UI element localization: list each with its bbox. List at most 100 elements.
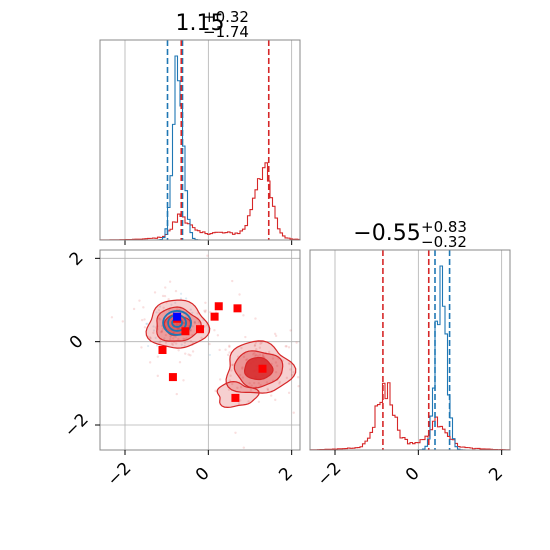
joint-scatter-point bbox=[278, 380, 282, 384]
joint-scatter-point bbox=[287, 361, 291, 365]
joint-scatter-point bbox=[249, 388, 253, 392]
joint-scatter-point bbox=[297, 384, 300, 388]
joint-scatter-point bbox=[158, 305, 162, 308]
joint-scatter-point bbox=[254, 354, 257, 357]
joint-scatter-point bbox=[230, 369, 233, 372]
joint-red-marker-7 bbox=[233, 304, 242, 313]
joint-scatter-point bbox=[241, 366, 244, 369]
joint-scatter-point bbox=[253, 344, 257, 348]
joint-xtick-label-1: 0 bbox=[192, 464, 214, 486]
joint-scatter-point bbox=[189, 328, 192, 332]
joint-scatter-point bbox=[163, 294, 167, 298]
joint-scatter-point bbox=[208, 353, 211, 357]
joint-scatter-point bbox=[254, 317, 257, 320]
joint-scatter-point bbox=[157, 317, 160, 320]
joint-scatter-point bbox=[296, 376, 300, 379]
joint-scatter-point bbox=[292, 370, 295, 374]
joint-scatter-point bbox=[169, 334, 172, 338]
joint-scatter-point bbox=[259, 342, 262, 345]
joint-scatter-point bbox=[169, 337, 172, 341]
joint-scatter-point bbox=[228, 345, 231, 349]
marg1-frame bbox=[99, 39, 301, 241]
joint-red-marker-0 bbox=[158, 346, 167, 354]
joint-scatter-point bbox=[204, 301, 207, 305]
joint-scatter-point bbox=[182, 379, 185, 382]
joint-scatter-point bbox=[248, 382, 251, 385]
joint-scatter-point bbox=[187, 353, 190, 356]
joint-scatter-point bbox=[153, 291, 157, 294]
marg2-xtick-label-1: 0 bbox=[402, 464, 424, 486]
joint-scatter-point bbox=[200, 336, 203, 340]
joint-scatter-point bbox=[214, 389, 217, 393]
joint-scatter-point bbox=[231, 382, 234, 386]
joint-red-marker-1 bbox=[168, 373, 177, 382]
param2-title-lower: −0.32 bbox=[421, 233, 467, 251]
joint-scatter-point bbox=[121, 320, 125, 323]
joint-scatter-point bbox=[174, 335, 177, 338]
marg2-xtick-label-0: −2 bbox=[314, 459, 346, 491]
joint-scatter-point bbox=[274, 361, 278, 364]
joint-scatter-point bbox=[288, 362, 291, 366]
joint-scatter-point bbox=[242, 314, 245, 317]
joint-scatter-point bbox=[177, 349, 180, 352]
joint-scatter-point bbox=[254, 341, 258, 344]
joint-scatter-point bbox=[229, 374, 232, 377]
joint-scatter-point bbox=[160, 330, 164, 333]
joint-scatter-point bbox=[168, 280, 172, 283]
joint-scatter-point bbox=[216, 334, 220, 337]
joint-scatter-point bbox=[152, 331, 155, 335]
joint-scatter-point bbox=[244, 335, 247, 339]
joint-scatter-point bbox=[218, 348, 221, 352]
joint-scatter-point bbox=[171, 343, 175, 346]
joint-scatter-point bbox=[261, 353, 265, 356]
joint-scatter-point bbox=[240, 346, 243, 350]
joint-scatter-point bbox=[167, 309, 171, 312]
joint-scatter-point bbox=[247, 400, 250, 403]
joint-scatter-point bbox=[174, 289, 178, 293]
joint-scatter-point bbox=[154, 336, 157, 339]
joint-scatter-point bbox=[159, 340, 162, 343]
joint-scatter-point bbox=[290, 373, 294, 377]
joint-scatter-point bbox=[236, 386, 239, 390]
joint-scatter-point bbox=[156, 374, 159, 378]
joint-scatter-point bbox=[239, 385, 243, 389]
joint-scatter-point bbox=[287, 391, 291, 395]
param1-title-value: 1.15 bbox=[176, 11, 225, 36]
joint-scatter-point bbox=[184, 314, 188, 318]
joint-scatter-point bbox=[258, 346, 262, 349]
joint-scatter-point bbox=[167, 297, 170, 301]
joint-scatter-point bbox=[152, 329, 156, 332]
joint-scatter-point bbox=[242, 355, 246, 359]
joint-scatter-point bbox=[164, 286, 167, 289]
joint-scatter-point bbox=[285, 345, 288, 348]
marginal-param2-panel: −2 0 2 bbox=[309, 249, 511, 491]
joint-scatter-point bbox=[276, 364, 279, 368]
param1-title: 1.15 bbox=[176, 11, 225, 36]
joint-ytick-label-1: 0 bbox=[66, 331, 88, 353]
marg2-red-histogram bbox=[309, 382, 511, 451]
joint-scatter-point bbox=[140, 346, 143, 349]
joint-scatter-point bbox=[171, 337, 175, 340]
joint-scatter-point bbox=[155, 344, 159, 347]
joint-scatter-point bbox=[208, 342, 211, 346]
joint-scatter-point bbox=[170, 342, 174, 345]
joint-red-marker-3 bbox=[181, 327, 190, 336]
joint-scatter-point bbox=[193, 321, 196, 324]
joint-scatter-point bbox=[175, 392, 178, 396]
joint-scatter-point bbox=[189, 329, 192, 333]
joint-scatter-point bbox=[266, 388, 270, 392]
joint-truth-marker bbox=[173, 312, 182, 321]
joint-scatter-point bbox=[182, 337, 185, 341]
joint-scatter-point bbox=[253, 343, 257, 347]
marg1-blue-histogram bbox=[100, 55, 300, 241]
joint-xtick-label-0: −2 bbox=[104, 459, 136, 491]
joint-scatter-point bbox=[189, 340, 193, 343]
joint-scatter-point bbox=[164, 333, 168, 337]
joint-scatter-point bbox=[239, 399, 242, 402]
joint-scatter-point bbox=[273, 332, 277, 336]
joint-scatter-point bbox=[185, 337, 188, 340]
joint-ytick-label-0: −2 bbox=[61, 410, 93, 442]
joint-scatter-point bbox=[156, 355, 160, 358]
joint-scatter-point bbox=[163, 337, 166, 340]
joint-scatter-point bbox=[158, 318, 162, 321]
